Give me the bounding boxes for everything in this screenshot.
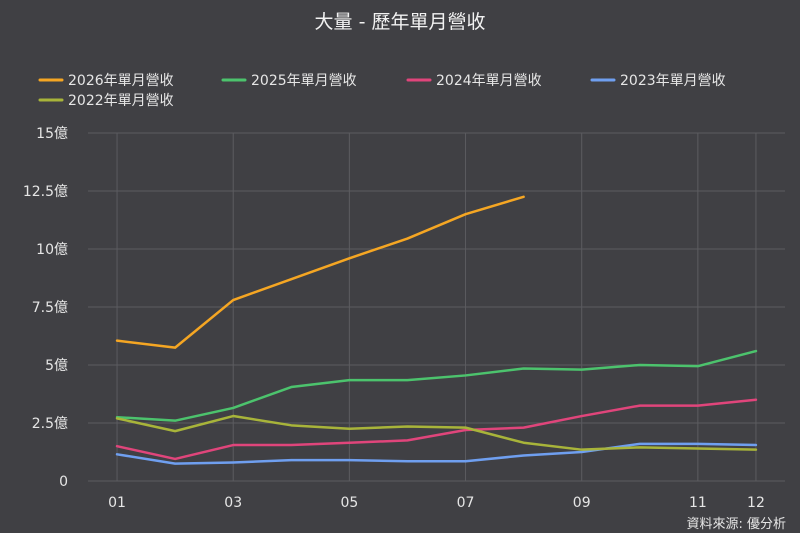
y-tick-label: 7.5億 [32,300,68,316]
series-line-2 [115,398,758,461]
y-tick-label: 12.5億 [23,184,68,200]
y-tick-label: 2.5億 [32,416,68,432]
x-tick-label: 07 [457,495,475,511]
plot-area [115,195,758,465]
series-line-1 [115,349,758,422]
legend-label: 2022年單月營收 [68,93,174,109]
legend-label: 2025年單月營收 [251,73,357,89]
y-axis: 0 2.5億 5億 7.5億 10億 12.5億 15億 [23,126,68,490]
series-line-4 [115,414,758,451]
chart-title: 大量 - 歷年單月營收 [315,11,486,33]
series-line-3 [115,442,758,465]
y-tick-label: 15億 [36,126,68,142]
legend-label: 2026年單月營收 [68,73,174,89]
y-tick-label: 5億 [45,358,68,374]
legend: 2026年單月營收 2025年單月營收 2024年單月營收 2023年單月營收 2022… [38,73,726,109]
y-tick-label: 10億 [36,242,68,258]
x-tick-label: 12 [747,495,765,511]
x-tick-label: 05 [340,495,358,511]
x-axis: 01 03 05 07 09 11 12 [108,495,765,511]
x-tick-label: 01 [108,495,126,511]
x-tick-label: 03 [224,495,242,511]
legend-label: 2024年單月營收 [436,73,542,89]
y-tick-label: 0 [59,474,68,490]
x-tick-label: 11 [689,495,707,511]
x-tick-label: 09 [573,495,591,511]
series-line-0 [115,195,525,349]
legend-label: 2023年單月營收 [620,73,726,89]
grid [88,132,785,482]
source-note: 資料來源: 優分析 [686,517,786,532]
